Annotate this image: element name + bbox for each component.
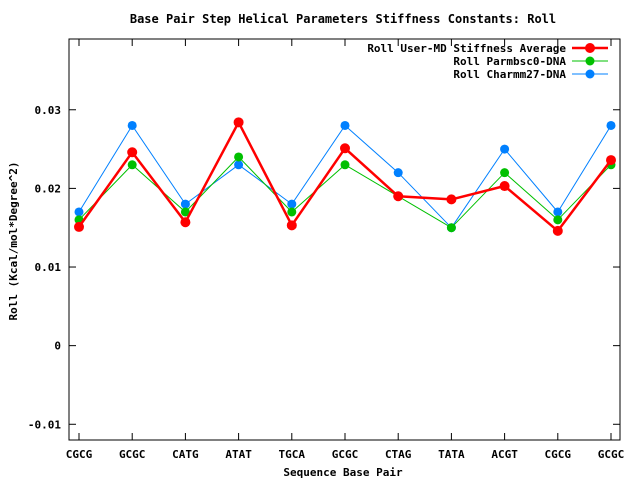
x-tick-label: GCGC	[332, 448, 359, 461]
data-point	[500, 168, 510, 178]
data-point	[393, 191, 404, 202]
legend-sample-marker	[585, 56, 595, 66]
series-2	[74, 152, 616, 233]
data-point	[606, 120, 616, 130]
series-1	[74, 117, 616, 236]
data-point	[340, 160, 350, 170]
data-point	[127, 120, 137, 130]
x-axis: CGCG GCGC CATG ATAT TGCA GCGC CTAG TATA ACGT CGCG…	[66, 39, 625, 461]
y-tick-label: 0.03	[35, 104, 62, 117]
data-point	[127, 147, 138, 158]
data-point	[180, 217, 191, 228]
x-tick-label: GCGC	[598, 448, 625, 461]
x-tick-label: TGCA	[279, 448, 306, 461]
data-point	[446, 223, 456, 233]
y-tick-label: 0.02	[35, 182, 62, 195]
y-tick-label: 0	[54, 340, 61, 353]
y-tick-label: -0.01	[28, 418, 61, 431]
series-layer	[74, 117, 616, 236]
data-point	[234, 160, 244, 170]
x-tick-label: ACGT	[491, 448, 518, 461]
data-point	[606, 155, 616, 166]
data-point	[499, 181, 510, 192]
data-point	[552, 225, 563, 236]
data-point	[340, 143, 350, 154]
data-point	[446, 194, 457, 205]
x-tick-label: CGCG	[66, 448, 93, 461]
series-line	[77, 121, 612, 233]
data-point	[287, 207, 297, 217]
x-axis-label: Sequence Base Pair	[283, 466, 403, 479]
data-point	[287, 199, 297, 209]
plot-area-frame	[68, 38, 621, 441]
x-tick-label: CGCG	[545, 448, 572, 461]
legend-sample-marker	[585, 69, 595, 79]
x-tick-label: GCGC	[119, 448, 146, 461]
x-tick-label: CATG	[172, 448, 199, 461]
legend-label: Roll Parmbsc0-DNA	[453, 55, 566, 68]
data-point	[74, 221, 84, 232]
data-point	[234, 152, 244, 162]
data-point	[286, 220, 297, 231]
chart-title: Base Pair Step Helical Parameters Stiffn…	[130, 12, 556, 26]
data-point	[500, 144, 510, 154]
y-tick-label: 0.01	[35, 261, 62, 274]
series-line	[78, 125, 612, 229]
legend-label: Roll Charmm27-DNA	[453, 68, 566, 81]
y-axis-label: Roll (Kcal/mol*Degree^2)	[7, 162, 20, 321]
data-point	[180, 199, 190, 209]
y-axis: -0.01 0 0.01 0.02 0.03	[28, 104, 620, 431]
legend-sample-marker	[585, 43, 595, 53]
series-3	[74, 120, 616, 233]
legend-label: Roll User-MD Stiffness Average	[367, 42, 566, 55]
data-point	[180, 207, 190, 217]
data-point	[393, 168, 403, 178]
x-tick-label: ATAT	[225, 448, 252, 461]
x-tick-label: CTAG	[385, 448, 412, 461]
x-tick-label: TATA	[438, 448, 465, 461]
data-point	[233, 117, 244, 128]
data-point	[553, 207, 563, 217]
data-point	[340, 120, 350, 130]
data-point	[553, 215, 563, 225]
data-point	[127, 160, 137, 170]
data-point	[74, 207, 84, 217]
